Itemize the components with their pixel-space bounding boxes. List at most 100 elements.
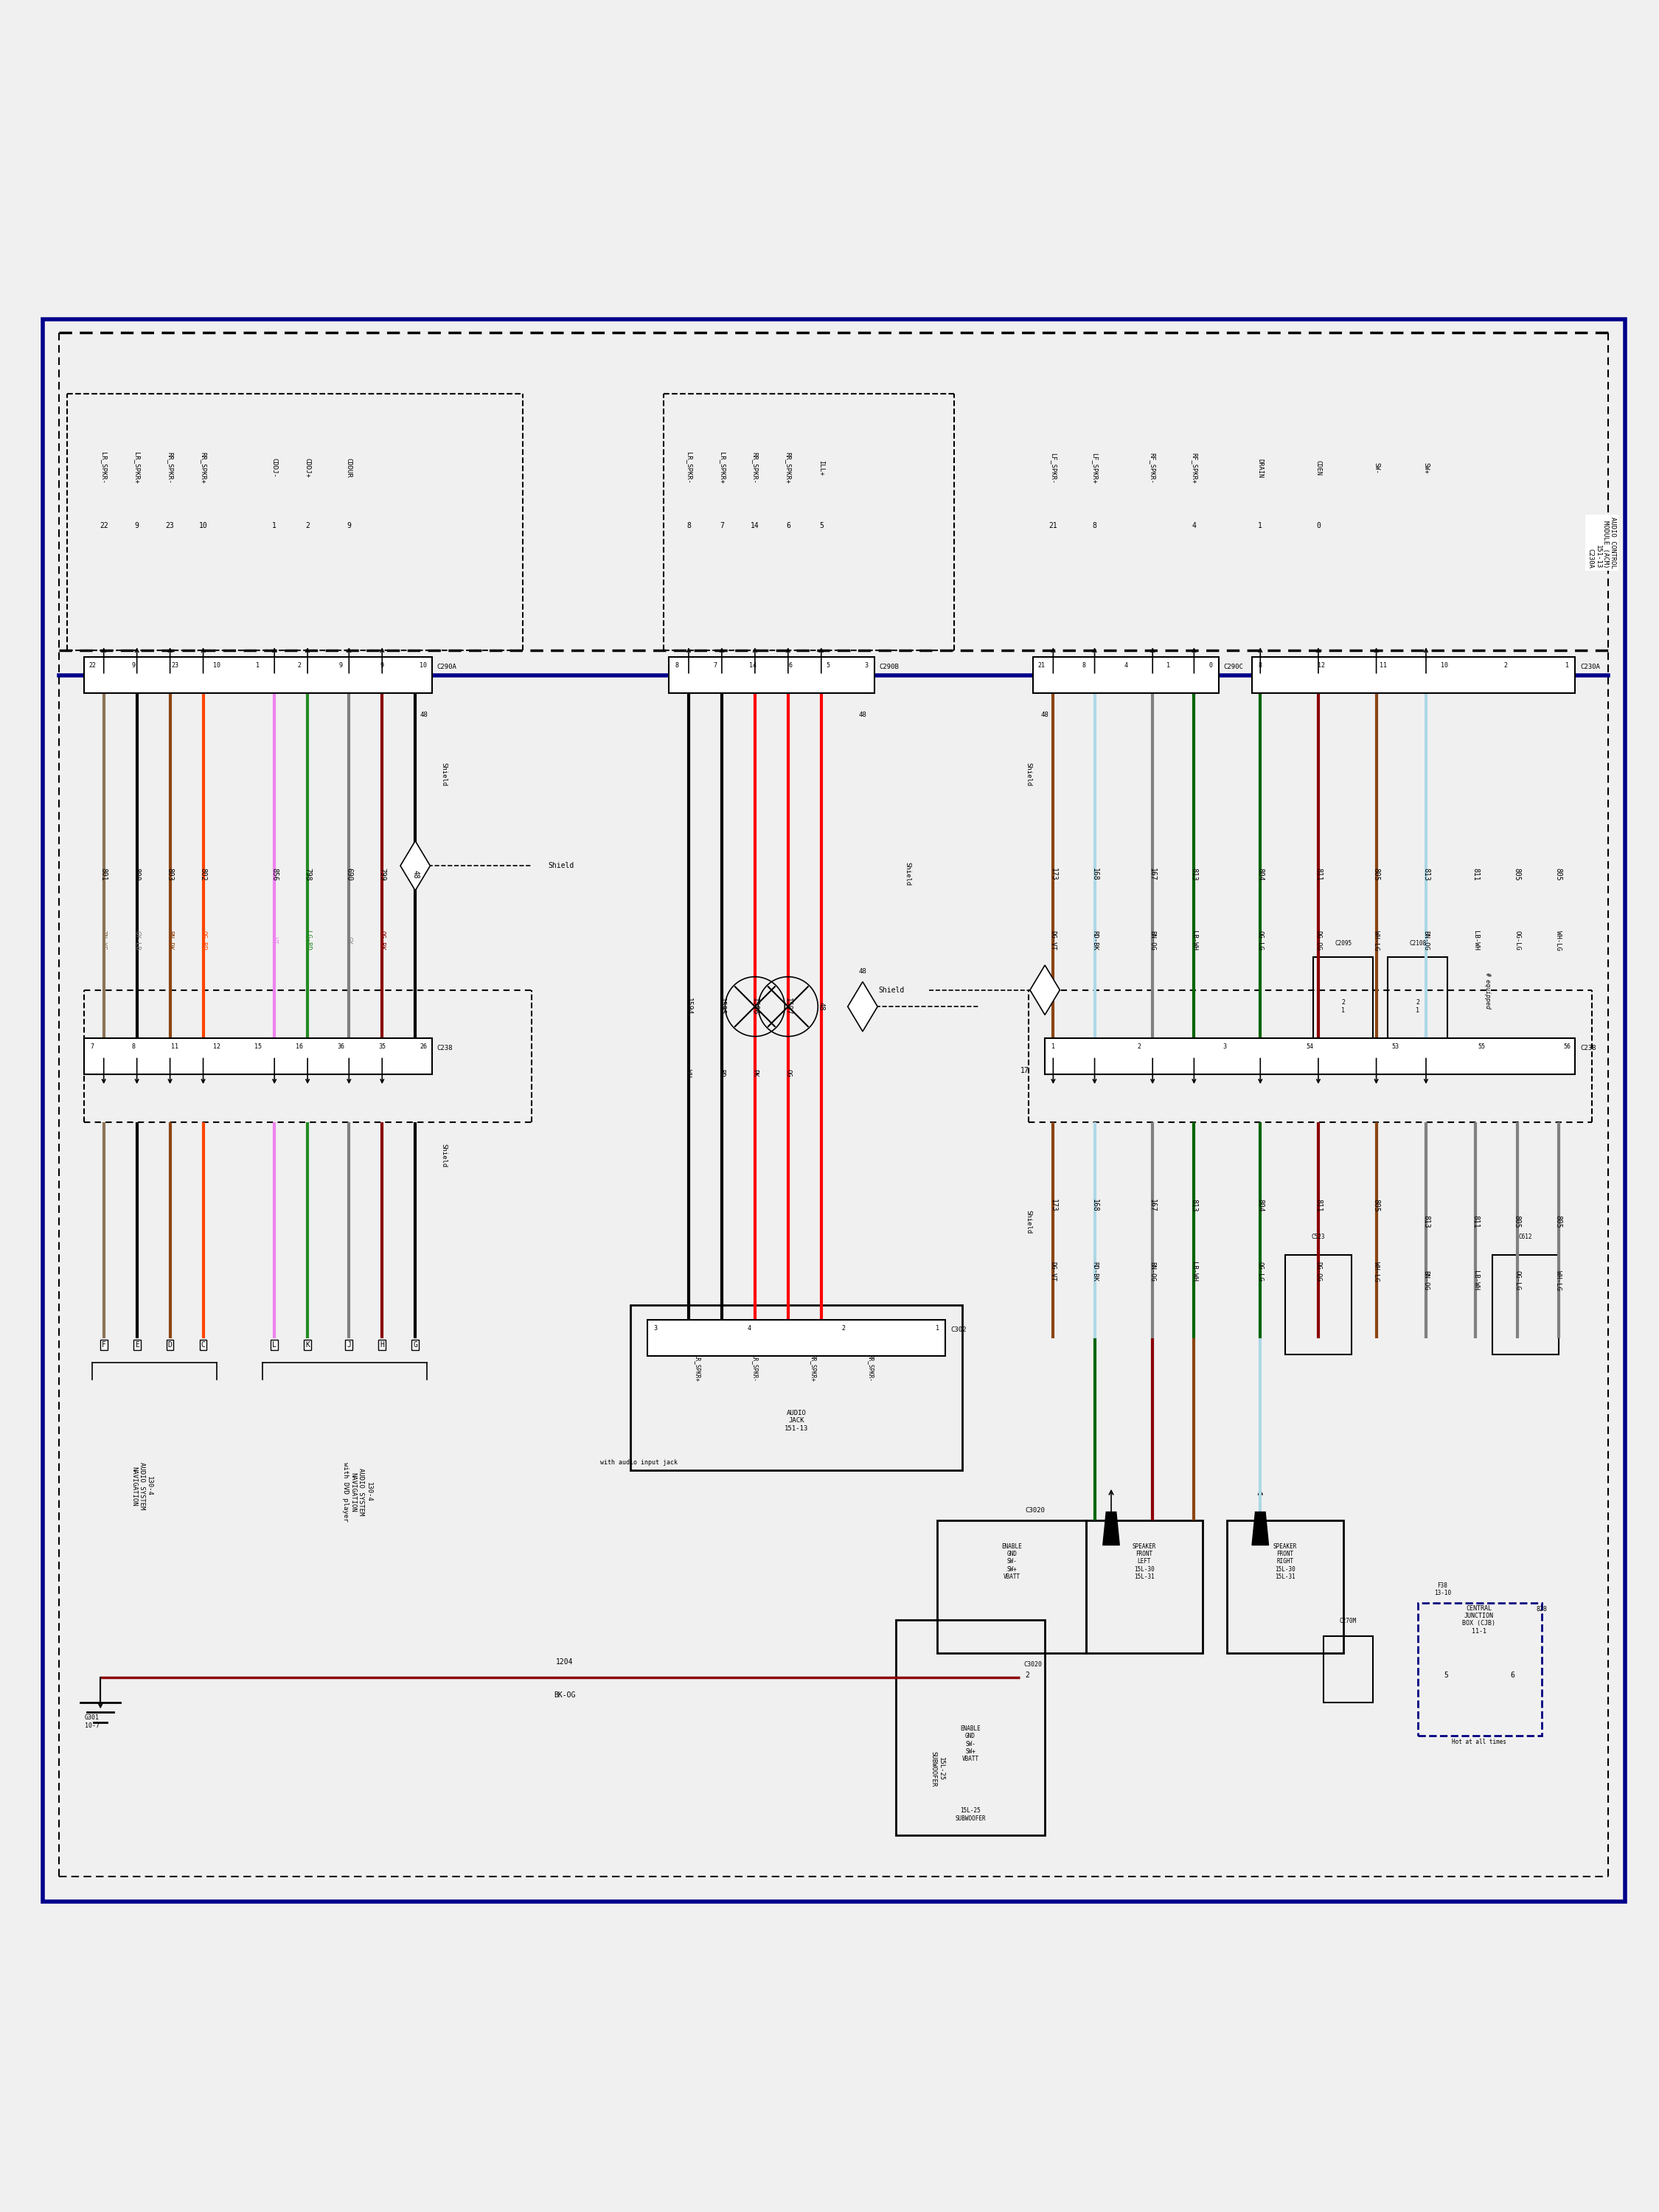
Text: SPEAKER
FRONT
LEFT
15L-30
15L-31: SPEAKER FRONT LEFT 15L-30 15L-31 xyxy=(1133,1544,1156,1579)
Bar xyxy=(1087,1520,1203,1652)
Text: 8: 8 xyxy=(687,522,690,529)
Bar xyxy=(669,657,874,692)
Text: G301
10-7: G301 10-7 xyxy=(85,1714,100,1730)
Text: BN-OG: BN-OG xyxy=(1423,931,1430,951)
Text: 12: 12 xyxy=(1317,661,1326,668)
Text: L: L xyxy=(272,1340,277,1349)
Text: E: E xyxy=(134,1340,139,1349)
Text: 15L-25
SUBWOOFER: 15L-25 SUBWOOFER xyxy=(931,1752,944,1787)
Text: 35: 35 xyxy=(378,1044,387,1051)
Text: SW-: SW- xyxy=(1374,462,1380,473)
Text: 3: 3 xyxy=(654,1325,657,1332)
Text: 9: 9 xyxy=(338,661,342,668)
Text: TN-YE: TN-YE xyxy=(101,931,108,951)
Text: 2
1: 2 1 xyxy=(1342,1000,1345,1013)
Text: 813: 813 xyxy=(1422,1214,1430,1228)
Text: C612: C612 xyxy=(1518,1234,1533,1241)
Text: D: D xyxy=(168,1340,173,1349)
Text: 4: 4 xyxy=(1125,661,1128,668)
Text: RR_SPKR-: RR_SPKR- xyxy=(752,451,758,484)
Text: RD-BK: RD-BK xyxy=(1092,1261,1098,1281)
Text: LF_SPKR-: LF_SPKR- xyxy=(1050,453,1057,484)
Text: 167: 167 xyxy=(1150,1199,1156,1212)
Text: 1596: 1596 xyxy=(752,998,758,1015)
Text: 0: 0 xyxy=(1209,661,1213,668)
Text: 803: 803 xyxy=(166,867,174,880)
Text: 5: 5 xyxy=(826,661,830,668)
Bar xyxy=(1034,657,1219,692)
Text: 167: 167 xyxy=(1150,867,1156,880)
Text: 173: 173 xyxy=(1050,867,1057,880)
Text: BN-OG: BN-OG xyxy=(1423,1270,1430,1290)
Text: F: F xyxy=(101,1340,106,1349)
Bar xyxy=(1253,657,1574,692)
Text: 813: 813 xyxy=(1422,867,1430,880)
Text: 1204: 1204 xyxy=(556,1659,572,1666)
Text: ILL+: ILL+ xyxy=(818,460,825,476)
Text: 22: 22 xyxy=(88,661,96,668)
Text: 55: 55 xyxy=(1478,1044,1485,1051)
Text: 10: 10 xyxy=(212,661,221,668)
Text: 22: 22 xyxy=(100,522,108,529)
Text: RD: RD xyxy=(718,1068,725,1077)
Text: SW+: SW+ xyxy=(1423,462,1430,473)
Text: RR_SPKR+: RR_SPKR+ xyxy=(785,451,791,484)
Text: CDDJ-: CDDJ- xyxy=(270,458,277,478)
Text: 690: 690 xyxy=(345,867,353,880)
Text: 805: 805 xyxy=(1554,867,1563,880)
Text: 6: 6 xyxy=(788,661,793,668)
Polygon shape xyxy=(1103,1513,1120,1546)
Text: # equipped: # equipped xyxy=(1485,971,1491,1009)
Text: WH-LG: WH-LG xyxy=(1554,1270,1561,1290)
Text: C523: C523 xyxy=(1312,1234,1326,1241)
Text: 130-4
AUDIO SYSTEM
NAVIGATION: 130-4 AUDIO SYSTEM NAVIGATION xyxy=(131,1462,153,1511)
Bar xyxy=(85,1037,431,1075)
Text: RD-BK: RD-BK xyxy=(1092,931,1098,951)
Text: Shield: Shield xyxy=(1025,763,1032,787)
Text: CDDJ+: CDDJ+ xyxy=(304,458,310,478)
Text: DG-VT: DG-VT xyxy=(1050,1261,1057,1281)
Text: 10: 10 xyxy=(1440,661,1448,668)
Text: LR_SPKR-: LR_SPKR- xyxy=(752,1354,758,1382)
Text: 12: 12 xyxy=(212,1044,221,1051)
Text: with audio input jack: with audio input jack xyxy=(601,1460,677,1467)
Text: LG-RD: LG-RD xyxy=(304,931,310,951)
Text: 8: 8 xyxy=(675,661,679,668)
Text: 15L-25
SUBWOOFER: 15L-25 SUBWOOFER xyxy=(956,1807,985,1823)
Text: 5: 5 xyxy=(1443,1672,1448,1679)
Text: 1: 1 xyxy=(1564,661,1569,668)
Text: 1594: 1594 xyxy=(685,998,692,1015)
Text: C3020: C3020 xyxy=(1025,1506,1045,1513)
Text: C290C: C290C xyxy=(1224,664,1244,670)
Polygon shape xyxy=(400,841,430,891)
Text: 56: 56 xyxy=(1563,1044,1571,1051)
Text: CDDUR: CDDUR xyxy=(345,458,352,478)
Text: RR_SPKR+: RR_SPKR+ xyxy=(199,451,206,484)
Text: LB-WH: LB-WH xyxy=(1473,931,1480,951)
Text: PK: PK xyxy=(752,1068,758,1077)
Text: 7: 7 xyxy=(713,661,717,668)
Text: 36: 36 xyxy=(337,1044,345,1051)
Text: 2
1: 2 1 xyxy=(1415,1000,1420,1013)
Text: C3020: C3020 xyxy=(1024,1661,1042,1668)
Text: DRAIN: DRAIN xyxy=(1258,458,1264,478)
Text: RR_SPKR-: RR_SPKR- xyxy=(868,1354,874,1382)
Text: 801: 801 xyxy=(100,867,108,880)
Text: C238: C238 xyxy=(1579,1044,1596,1051)
Text: OG-LG: OG-LG xyxy=(1513,931,1520,951)
Text: BN-OG: BN-OG xyxy=(1150,931,1156,951)
Text: Shield: Shield xyxy=(878,987,904,993)
Text: 168: 168 xyxy=(1092,867,1098,880)
Text: 805: 805 xyxy=(1513,1214,1521,1228)
Text: C302: C302 xyxy=(951,1327,966,1334)
Bar xyxy=(1389,958,1448,1040)
Text: 14: 14 xyxy=(748,661,757,668)
Text: AUDIO
JACK
151-13: AUDIO JACK 151-13 xyxy=(785,1409,808,1431)
Text: SPEAKER
FRONT
RIGHT
15L-30
15L-31: SPEAKER FRONT RIGHT 15L-30 15L-31 xyxy=(1272,1544,1297,1579)
Text: OG-LG: OG-LG xyxy=(1258,931,1264,951)
Text: LF_SPKR+: LF_SPKR+ xyxy=(1092,453,1098,484)
Text: H: H xyxy=(380,1340,385,1349)
Text: C2095: C2095 xyxy=(1334,940,1352,947)
Text: 48: 48 xyxy=(859,712,866,719)
Text: 1595: 1595 xyxy=(718,998,725,1015)
